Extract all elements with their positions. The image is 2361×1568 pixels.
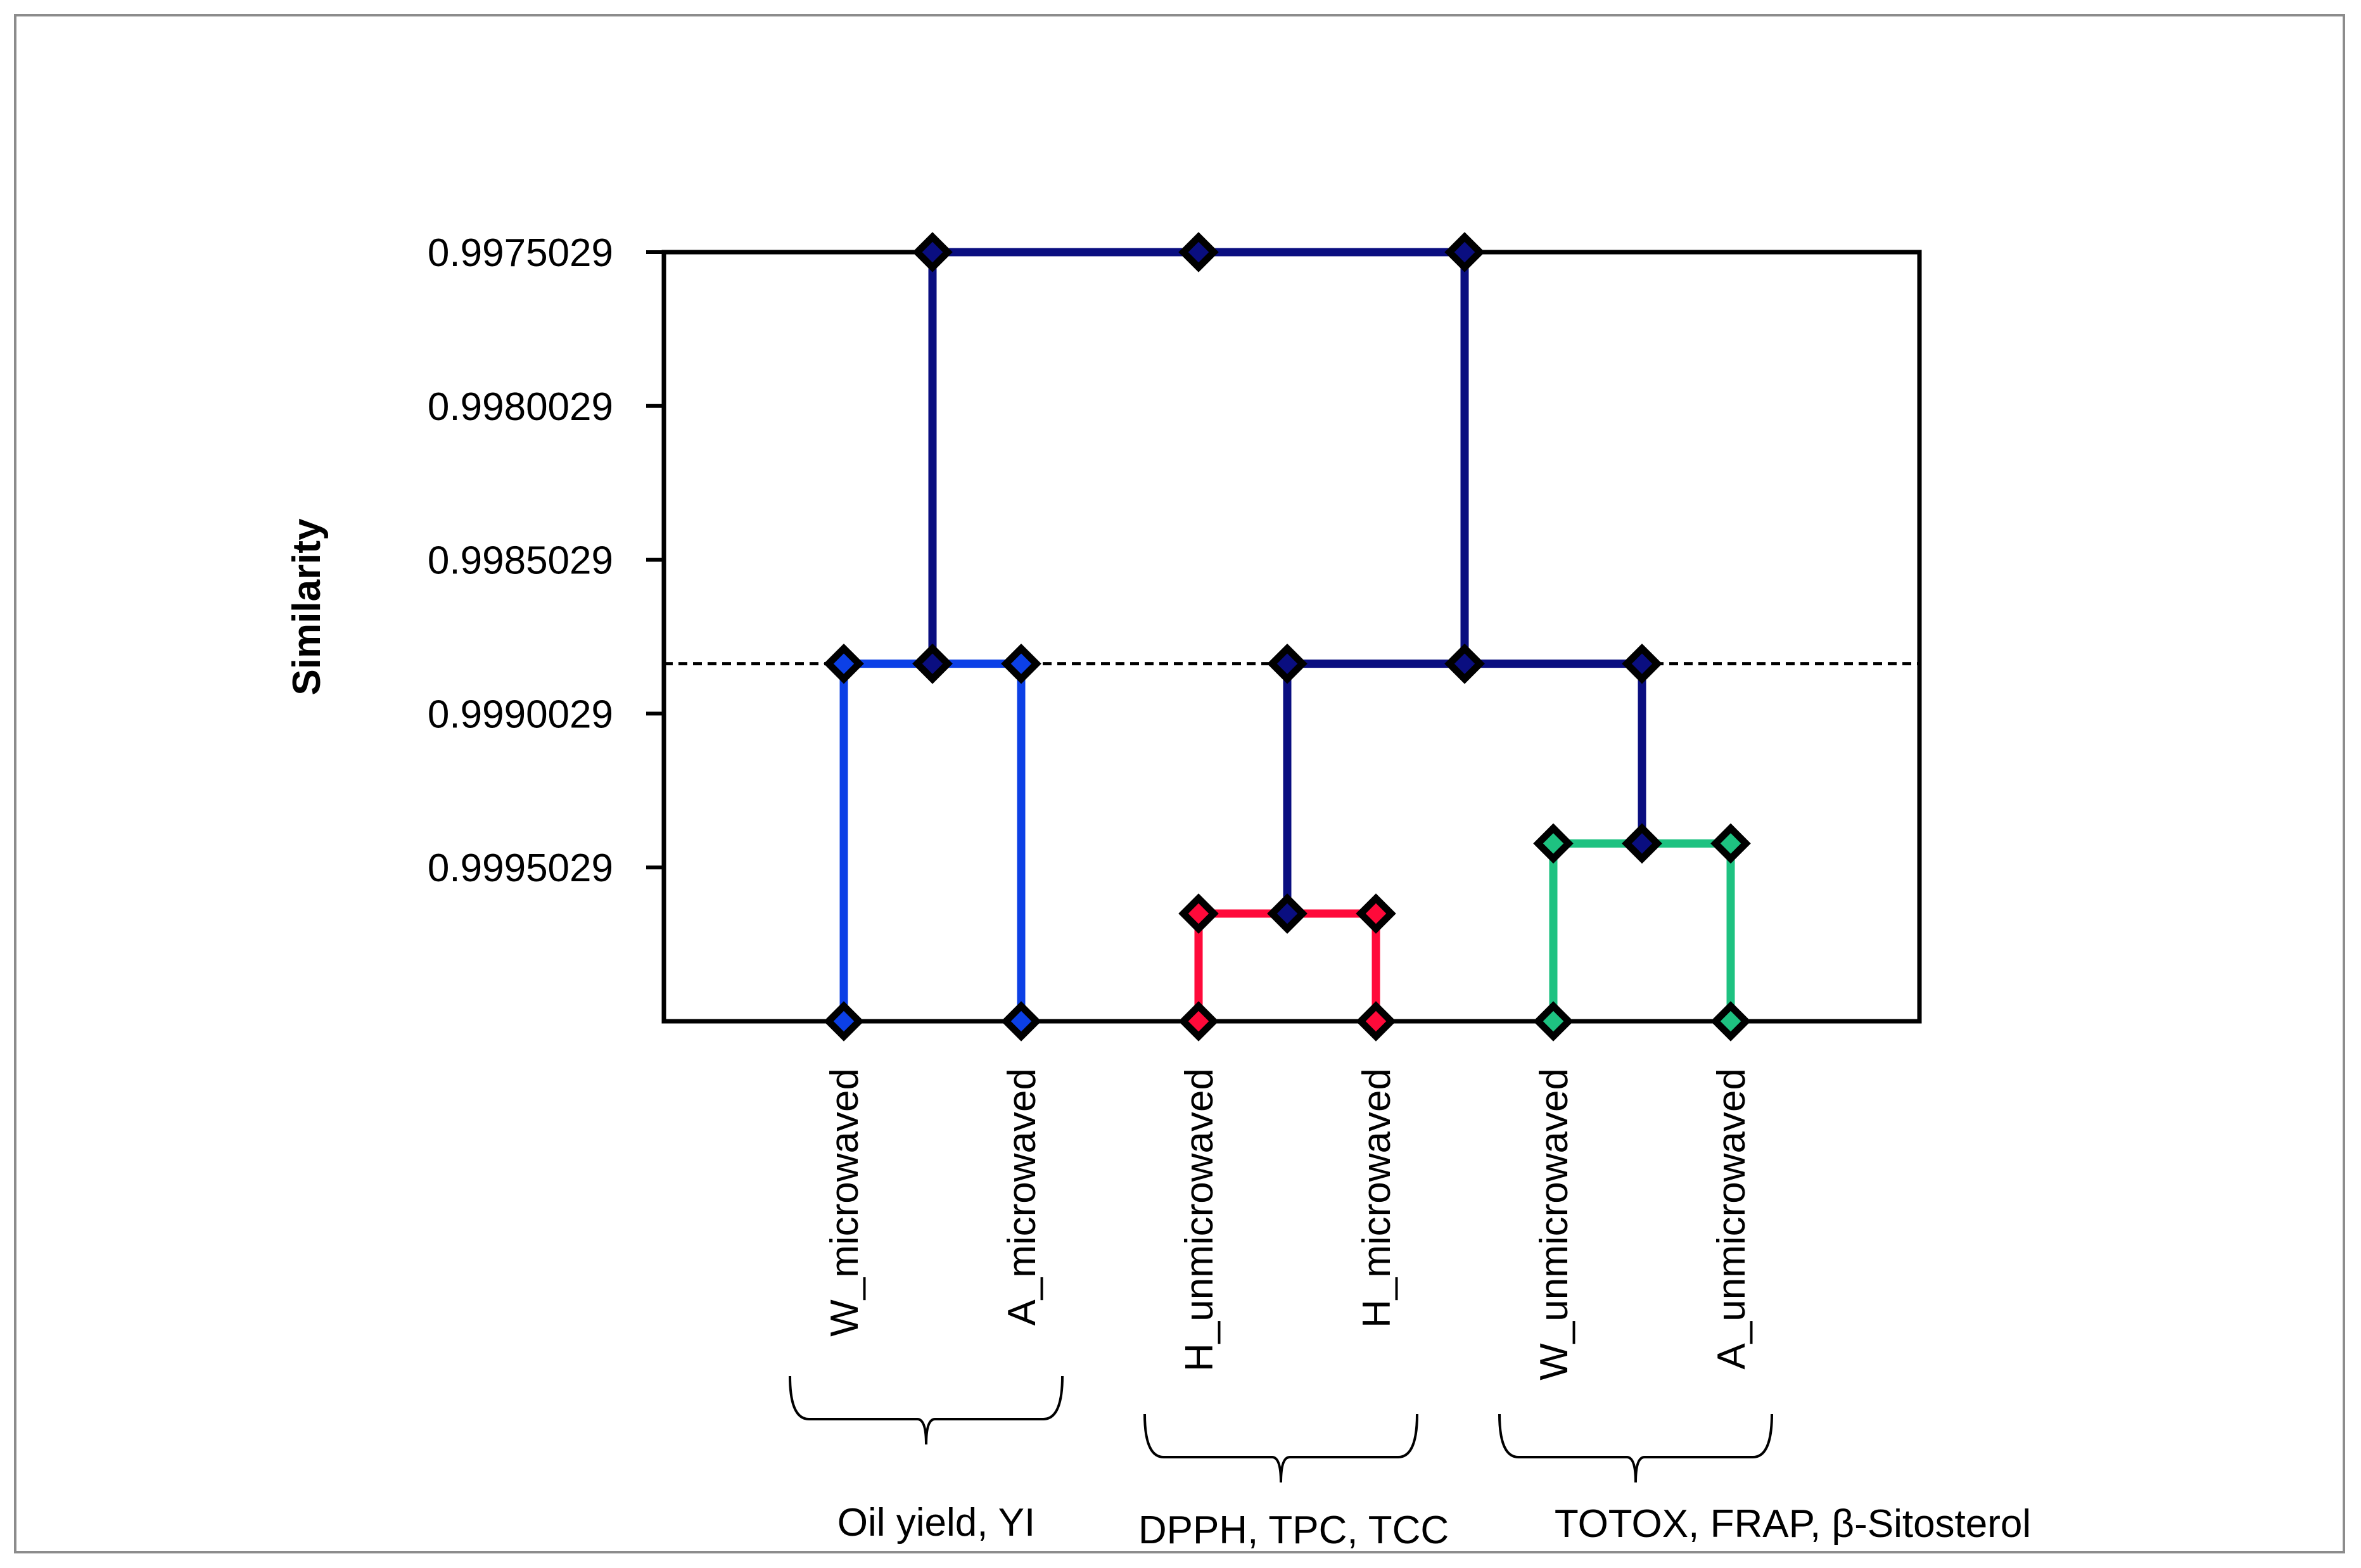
dendrogram-link [1549, 839, 1735, 1021]
group-annotation-label: Oil yield, YI [837, 1501, 1035, 1545]
node-marker [1267, 643, 1308, 684]
node-marker [1267, 893, 1308, 934]
group-annotation-label: TOTOX, FRAP, β-Sitosterol [1555, 1502, 2031, 1546]
node-marker [912, 232, 953, 272]
y-tick-label: 0.9980029 [428, 385, 613, 429]
group-brace [789, 1375, 1064, 1445]
leaf-label: W_microwaved [823, 1068, 867, 1337]
leaf-label: A_microwaved [1000, 1068, 1044, 1326]
node-marker [1178, 232, 1219, 272]
leaf-label: H_microwaved [1355, 1068, 1399, 1328]
y-tick-label: 0.9995029 [428, 846, 613, 890]
node-marker [1356, 1001, 1396, 1042]
node-marker [1710, 823, 1751, 864]
node-marker [824, 643, 864, 684]
group-brace [1143, 1413, 1418, 1483]
node-marker [1444, 232, 1485, 272]
node-marker [1001, 1001, 1041, 1042]
node-marker [912, 643, 953, 684]
y-axis-label: Similarity [285, 518, 329, 696]
y-tick-label: 0.9985029 [428, 539, 613, 583]
node-marker [1533, 823, 1574, 864]
node-marker [1356, 893, 1396, 934]
dendrogram-link [839, 660, 1026, 1021]
dendrogram-link [928, 248, 1469, 664]
node-marker [1622, 643, 1662, 684]
dendrogram-link [1283, 660, 1646, 914]
node-marker [1001, 643, 1041, 684]
node-marker [1710, 1001, 1751, 1042]
node-marker [1444, 643, 1485, 684]
group-annotation-label: DPPH, TPC, TCC [1138, 1508, 1449, 1552]
y-tick-label: 0.9975029 [428, 231, 613, 275]
leaf-label: W_unmicrowaved [1532, 1068, 1576, 1380]
node-marker [1178, 1001, 1219, 1042]
chart-frame [14, 14, 2345, 1553]
node-marker [1178, 893, 1219, 934]
node-marker [1533, 1001, 1574, 1042]
leaf-label: H_unmicrowaved [1178, 1068, 1221, 1372]
y-tick-label: 0.9990029 [428, 692, 613, 736]
group-brace [1498, 1413, 1773, 1483]
leaf-label: A_unmicrowaved [1710, 1068, 1753, 1370]
node-marker [1622, 823, 1662, 864]
node-marker [824, 1001, 864, 1042]
